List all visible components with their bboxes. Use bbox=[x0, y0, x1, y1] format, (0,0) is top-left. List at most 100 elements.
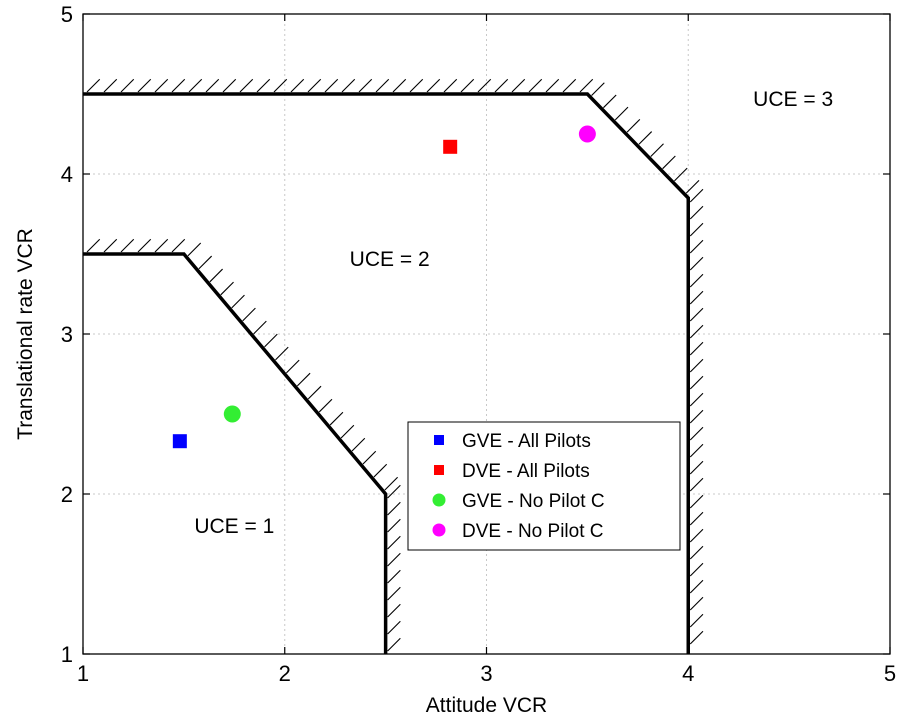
hatch-mark bbox=[689, 494, 704, 509]
legend-marker-circle bbox=[432, 523, 446, 537]
hatch-mark bbox=[460, 78, 475, 93]
hatch-mark bbox=[340, 424, 355, 439]
hatch-mark bbox=[387, 518, 401, 533]
hatch-mark bbox=[198, 255, 213, 270]
data-point-circle bbox=[223, 405, 241, 423]
hatch-mark bbox=[318, 398, 333, 413]
legend-marker-square bbox=[434, 435, 444, 445]
boundary-hatching bbox=[86, 78, 704, 652]
data-point-circle bbox=[578, 125, 596, 143]
region-annotation: UCE = 1 bbox=[194, 515, 274, 538]
hatch-mark bbox=[689, 392, 704, 407]
hatch-mark bbox=[154, 238, 169, 253]
hatch-mark bbox=[689, 443, 704, 458]
x-tick-label: 1 bbox=[77, 661, 89, 686]
x-tick-label: 5 bbox=[884, 661, 896, 686]
hatch-mark bbox=[689, 341, 704, 356]
hatch-mark bbox=[685, 179, 700, 194]
hatch-mark bbox=[387, 586, 401, 601]
hatch-mark bbox=[275, 346, 289, 361]
hatch-mark bbox=[689, 613, 704, 628]
hatch-mark bbox=[591, 82, 605, 96]
hatch-mark bbox=[387, 552, 401, 567]
hatch-mark bbox=[662, 155, 676, 170]
hatch-mark bbox=[253, 320, 267, 335]
hatch-mark bbox=[477, 78, 492, 93]
hatch-mark bbox=[154, 78, 169, 93]
hatch-mark bbox=[120, 238, 135, 253]
hatch-mark bbox=[638, 131, 653, 145]
hatch-mark bbox=[387, 535, 401, 550]
legend-entry-label: DVE - No Pilot C bbox=[462, 521, 603, 542]
legend: GVE - All Pilots DVE - All Pilots GVE - No… bbox=[407, 421, 681, 551]
hatch-mark bbox=[120, 78, 135, 93]
hatch-mark bbox=[511, 78, 526, 93]
hatch-mark bbox=[222, 78, 237, 93]
hatch-mark bbox=[528, 78, 543, 93]
hatch-mark bbox=[689, 460, 704, 475]
legend-marker-square bbox=[434, 465, 444, 475]
uce-boundary-line bbox=[83, 252, 388, 654]
legend-box bbox=[407, 421, 681, 551]
hatch-mark bbox=[689, 205, 704, 220]
hatch-mark bbox=[409, 78, 424, 93]
hatch-mark bbox=[689, 596, 704, 611]
x-axis-label: Attitude VCR bbox=[426, 694, 547, 717]
hatch-mark bbox=[373, 463, 388, 478]
hatch-mark bbox=[86, 78, 101, 93]
hatch-mark bbox=[689, 239, 704, 254]
data-points bbox=[172, 125, 596, 449]
hatch-mark bbox=[689, 358, 704, 373]
y-axis-label: Translational rate VCR bbox=[14, 228, 37, 440]
hatch-mark bbox=[103, 78, 118, 93]
hatch-mark bbox=[324, 78, 339, 93]
hatch-mark bbox=[387, 501, 401, 516]
hatch-mark bbox=[689, 579, 704, 594]
legend-entry-label: GVE - All Pilots bbox=[462, 431, 591, 452]
hatch-mark bbox=[689, 409, 704, 424]
y-tick-label: 3 bbox=[61, 322, 73, 347]
hatch-mark bbox=[296, 372, 311, 387]
hatch-mark bbox=[650, 143, 664, 157]
hatch-mark bbox=[387, 569, 401, 584]
region-annotation: UCE = 2 bbox=[350, 248, 430, 271]
hatch-mark bbox=[603, 94, 617, 109]
hatch-mark bbox=[689, 562, 704, 577]
hatch-mark bbox=[242, 307, 256, 322]
y-tick-label: 1 bbox=[61, 642, 73, 667]
uce-boundary-line bbox=[83, 92, 690, 654]
hatch-mark bbox=[329, 411, 344, 426]
hatch-mark bbox=[171, 238, 186, 253]
hatch-mark bbox=[689, 426, 704, 441]
hatch-mark bbox=[171, 78, 186, 93]
hatch-mark bbox=[689, 545, 704, 560]
hatch-mark bbox=[579, 78, 594, 93]
hatch-mark bbox=[358, 78, 373, 93]
region-annotations: UCE = 1 UCE = 2 UCE = 3 bbox=[194, 88, 833, 538]
legend-entry-label: DVE - All Pilots bbox=[462, 461, 590, 482]
legend-marker-circle bbox=[432, 493, 446, 507]
hatch-mark bbox=[286, 359, 300, 374]
y-tick-label: 4 bbox=[61, 162, 73, 187]
hatch-mark bbox=[205, 78, 220, 93]
hatch-mark bbox=[387, 637, 401, 652]
hatch-mark bbox=[220, 281, 234, 296]
y-tick-label: 2 bbox=[61, 482, 73, 507]
hatch-mark bbox=[689, 188, 704, 203]
data-point-square bbox=[443, 139, 458, 154]
hatch-mark bbox=[290, 78, 305, 93]
hatch-mark bbox=[689, 290, 704, 305]
data-point-square bbox=[172, 434, 187, 449]
legend-entry-label: GVE - No Pilot C bbox=[462, 491, 605, 512]
axis-ticks: 1 2 3 4 5 1 2 3 4 5 bbox=[61, 2, 896, 686]
hatch-mark bbox=[387, 620, 401, 635]
hatch-mark bbox=[256, 78, 271, 93]
hatch-mark bbox=[387, 603, 401, 618]
hatch-mark bbox=[351, 437, 366, 452]
hatch-mark bbox=[494, 78, 509, 93]
hatch-mark bbox=[689, 222, 704, 237]
hatch-mark bbox=[689, 528, 704, 543]
hatch-mark bbox=[443, 78, 458, 93]
hatch-mark bbox=[362, 450, 377, 465]
